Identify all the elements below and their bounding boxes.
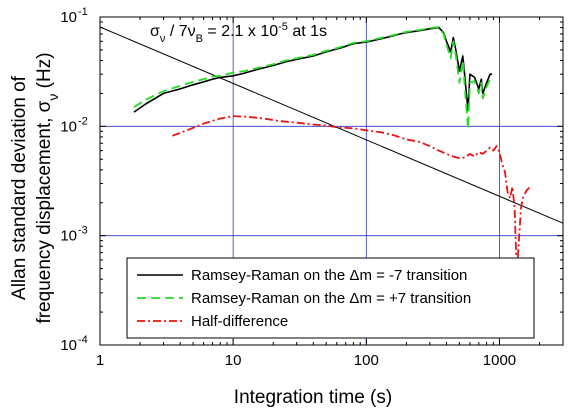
annotation-value: = 2.1 x 10 [203, 23, 278, 40]
annotation-mid-sub: B [196, 33, 203, 45]
plot-frame [99, 16, 564, 346]
reference-line-group [99, 26, 564, 224]
y-axis-label-line2: frequency displacement, σν (Hz) [34, 52, 61, 323]
y-axis-label-subscript: ν [45, 94, 61, 101]
x-tick-label: 100 [354, 352, 379, 369]
y-axis-label-main: frequency displacement, σ [34, 100, 55, 323]
legend-label-suffix: m = +7 transition [359, 290, 471, 307]
legend-label-text: Ramsey-Raman on the [191, 290, 349, 307]
x-tick-label: 1 [96, 352, 104, 369]
annotation-mid: / 7ν [165, 23, 195, 40]
y-tick-label-exponent: -2 [78, 115, 88, 127]
x-tick-labels: 1 10 100 1000 [96, 352, 516, 369]
series-line-3 [172, 115, 531, 275]
stability-annotation: σν / 7νB = 2.1 x 10-5 at 1s [150, 21, 327, 45]
y-tick-label: 10 [60, 228, 77, 245]
legend-label-suffix: m = -7 transition [359, 267, 467, 284]
axis-ticks [99, 16, 564, 346]
annotation-sigma: σ [150, 23, 160, 40]
y-axis-label-line1: Allan standard deviation of [9, 75, 30, 300]
y-tick-label-exponent: -1 [78, 6, 88, 18]
y-tick-label-exponent: -3 [78, 225, 88, 237]
legend-box [126, 257, 535, 339]
series-group [133, 26, 531, 275]
y-tick-labels: 10-110-210-310-4 [60, 6, 87, 354]
legend-delta-symbol: Δ [349, 267, 359, 284]
y-tick-label-exponent: -4 [78, 334, 88, 346]
x-tick-label: 10 [225, 352, 242, 369]
y-tick-label: 10 [60, 9, 77, 26]
annotation-sigma-sub: ν [160, 33, 166, 45]
legend-label-text: Half-difference [191, 313, 288, 330]
series-line-2 [133, 26, 493, 130]
legend-label-2: Ramsey-Raman on the Δm = +7 transition [191, 290, 471, 307]
x-tick-label: 1000 [483, 352, 516, 369]
legend-label-text: Ramsey-Raman on the [191, 267, 349, 284]
legend-label-3: Half-difference [191, 313, 288, 330]
legend-delta-symbol: Δ [349, 290, 359, 307]
legend: Ramsey-Raman on the Δm = -7 transitionRa… [126, 257, 535, 339]
annotation-exponent: -5 [278, 21, 288, 33]
reference-line [99, 26, 564, 224]
x-axis-label: Integration time (s) [234, 387, 392, 408]
y-tick-label: 10 [60, 337, 77, 354]
y-tick-label: 10 [60, 118, 77, 135]
y-axis-label-unit: (Hz) [34, 52, 55, 93]
legend-label-1: Ramsey-Raman on the Δm = -7 transition [191, 267, 467, 284]
annotation-tail: at 1s [288, 23, 327, 40]
